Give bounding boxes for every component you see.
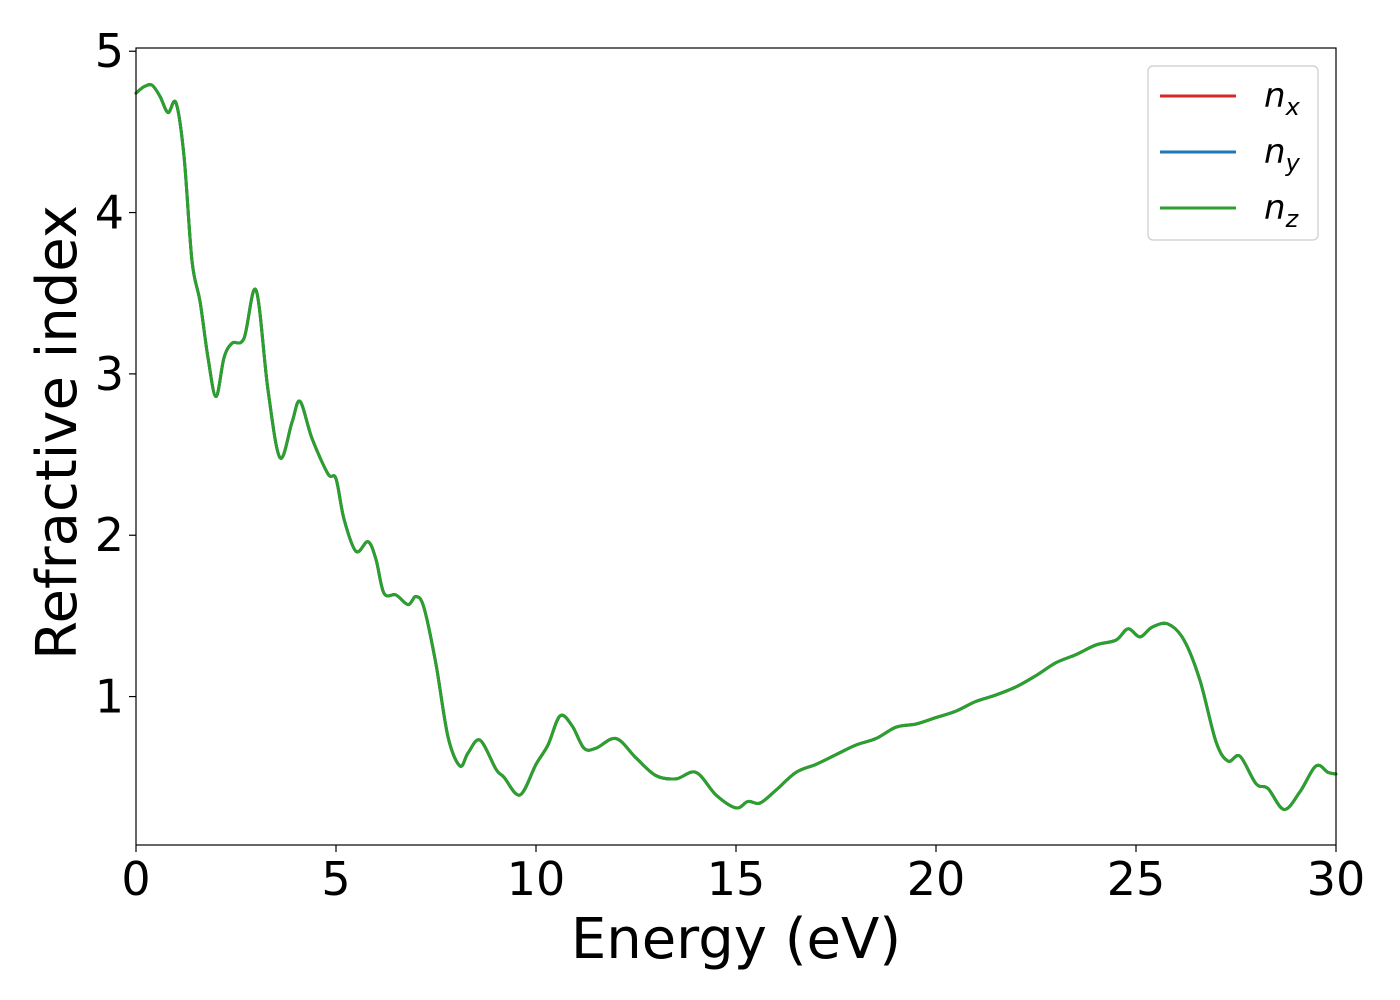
y-tick-label: 3: [95, 347, 124, 401]
ticks-layer: 0 5 10 15 20 25 30 1 2 3 4 5: [95, 24, 1366, 906]
x-tick-label: 30: [1307, 852, 1366, 906]
legend-label-ny: ny: [1264, 132, 1301, 177]
y-tick-label: 5: [95, 24, 124, 78]
x-tick-label: 15: [707, 852, 766, 906]
x-tick-label: 20: [907, 852, 966, 906]
x-tick-label: 5: [321, 852, 350, 906]
y-axis-label: Refractive index: [25, 205, 90, 660]
x-axis-label: Energy (eV): [571, 907, 901, 972]
legend-label-nx: nx: [1264, 76, 1301, 121]
series-layer: [134, 82, 1338, 812]
series-line-nz: [134, 82, 1338, 812]
x-tick-label: 25: [1107, 852, 1166, 906]
legend-label-nz: nz: [1264, 188, 1300, 233]
legend: nx ny nz: [1147, 65, 1319, 241]
y-tick-label: 2: [95, 508, 124, 562]
x-tick-label: 10: [507, 852, 566, 906]
y-tick-label: 1: [95, 670, 124, 724]
x-tick-label: 0: [121, 852, 150, 906]
y-tick-label: 4: [95, 186, 124, 240]
